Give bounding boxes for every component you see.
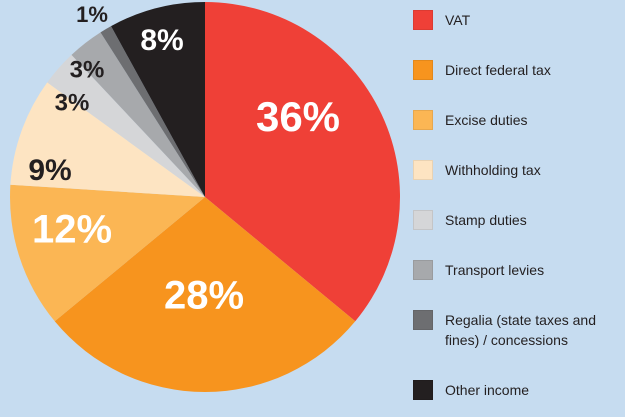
pie-chart: 36% 28% 12% 9% 3% 3% 1% 8% (10, 2, 401, 392)
legend-item: Excise duties (413, 110, 625, 130)
slice-label: 8% (140, 24, 183, 57)
legend-swatch (413, 210, 433, 230)
legend-label: Transport levies (445, 262, 545, 278)
legend-item: Regalia (state taxes and fines) / conces… (413, 310, 625, 350)
slice-label: 3% (70, 56, 105, 83)
legend-item: Transport levies (413, 260, 625, 280)
legend-swatch (413, 60, 433, 80)
legend-label: Withholding tax (445, 162, 541, 178)
pie-slice (10, 184, 206, 322)
legend-item: Direct federal tax (413, 60, 625, 80)
pie-slice (71, 32, 206, 198)
slice-label: 36% (256, 93, 340, 140)
slice-label: 9% (28, 154, 71, 187)
legend-label: Excise duties (445, 112, 528, 128)
legend-item: VAT (413, 10, 625, 30)
legend-swatch (413, 380, 433, 400)
slice-label: 12% (32, 208, 112, 252)
pie-slice (111, 2, 205, 197)
legend-swatch (413, 260, 433, 280)
pie-slice (10, 82, 206, 197)
slice-label: 1% (76, 2, 108, 27)
legend-label: Stamp duties (445, 212, 527, 228)
legend-label: Regalia (state taxes and fines) / conces… (445, 312, 596, 348)
legend-swatch (413, 110, 433, 130)
legend-swatch (413, 10, 433, 30)
legend-label: Direct federal tax (445, 62, 551, 78)
legend-swatch (413, 310, 433, 330)
pie-slice (47, 54, 206, 197)
pie-slice (205, 2, 401, 322)
legend: VAT Direct federal tax Excise duties Withho… (413, 10, 625, 417)
pie-slice (100, 26, 205, 198)
legend-item: Stamp duties (413, 210, 625, 230)
legend-label: Other income (445, 382, 530, 398)
legend-item: Withholding tax (413, 160, 625, 180)
legend-label: VAT (445, 12, 471, 28)
legend-swatch (413, 160, 433, 180)
legend-item: Other income (413, 380, 625, 400)
slice-label: 28% (164, 274, 244, 318)
slice-label: 3% (55, 89, 90, 116)
pie-slice (54, 197, 356, 392)
